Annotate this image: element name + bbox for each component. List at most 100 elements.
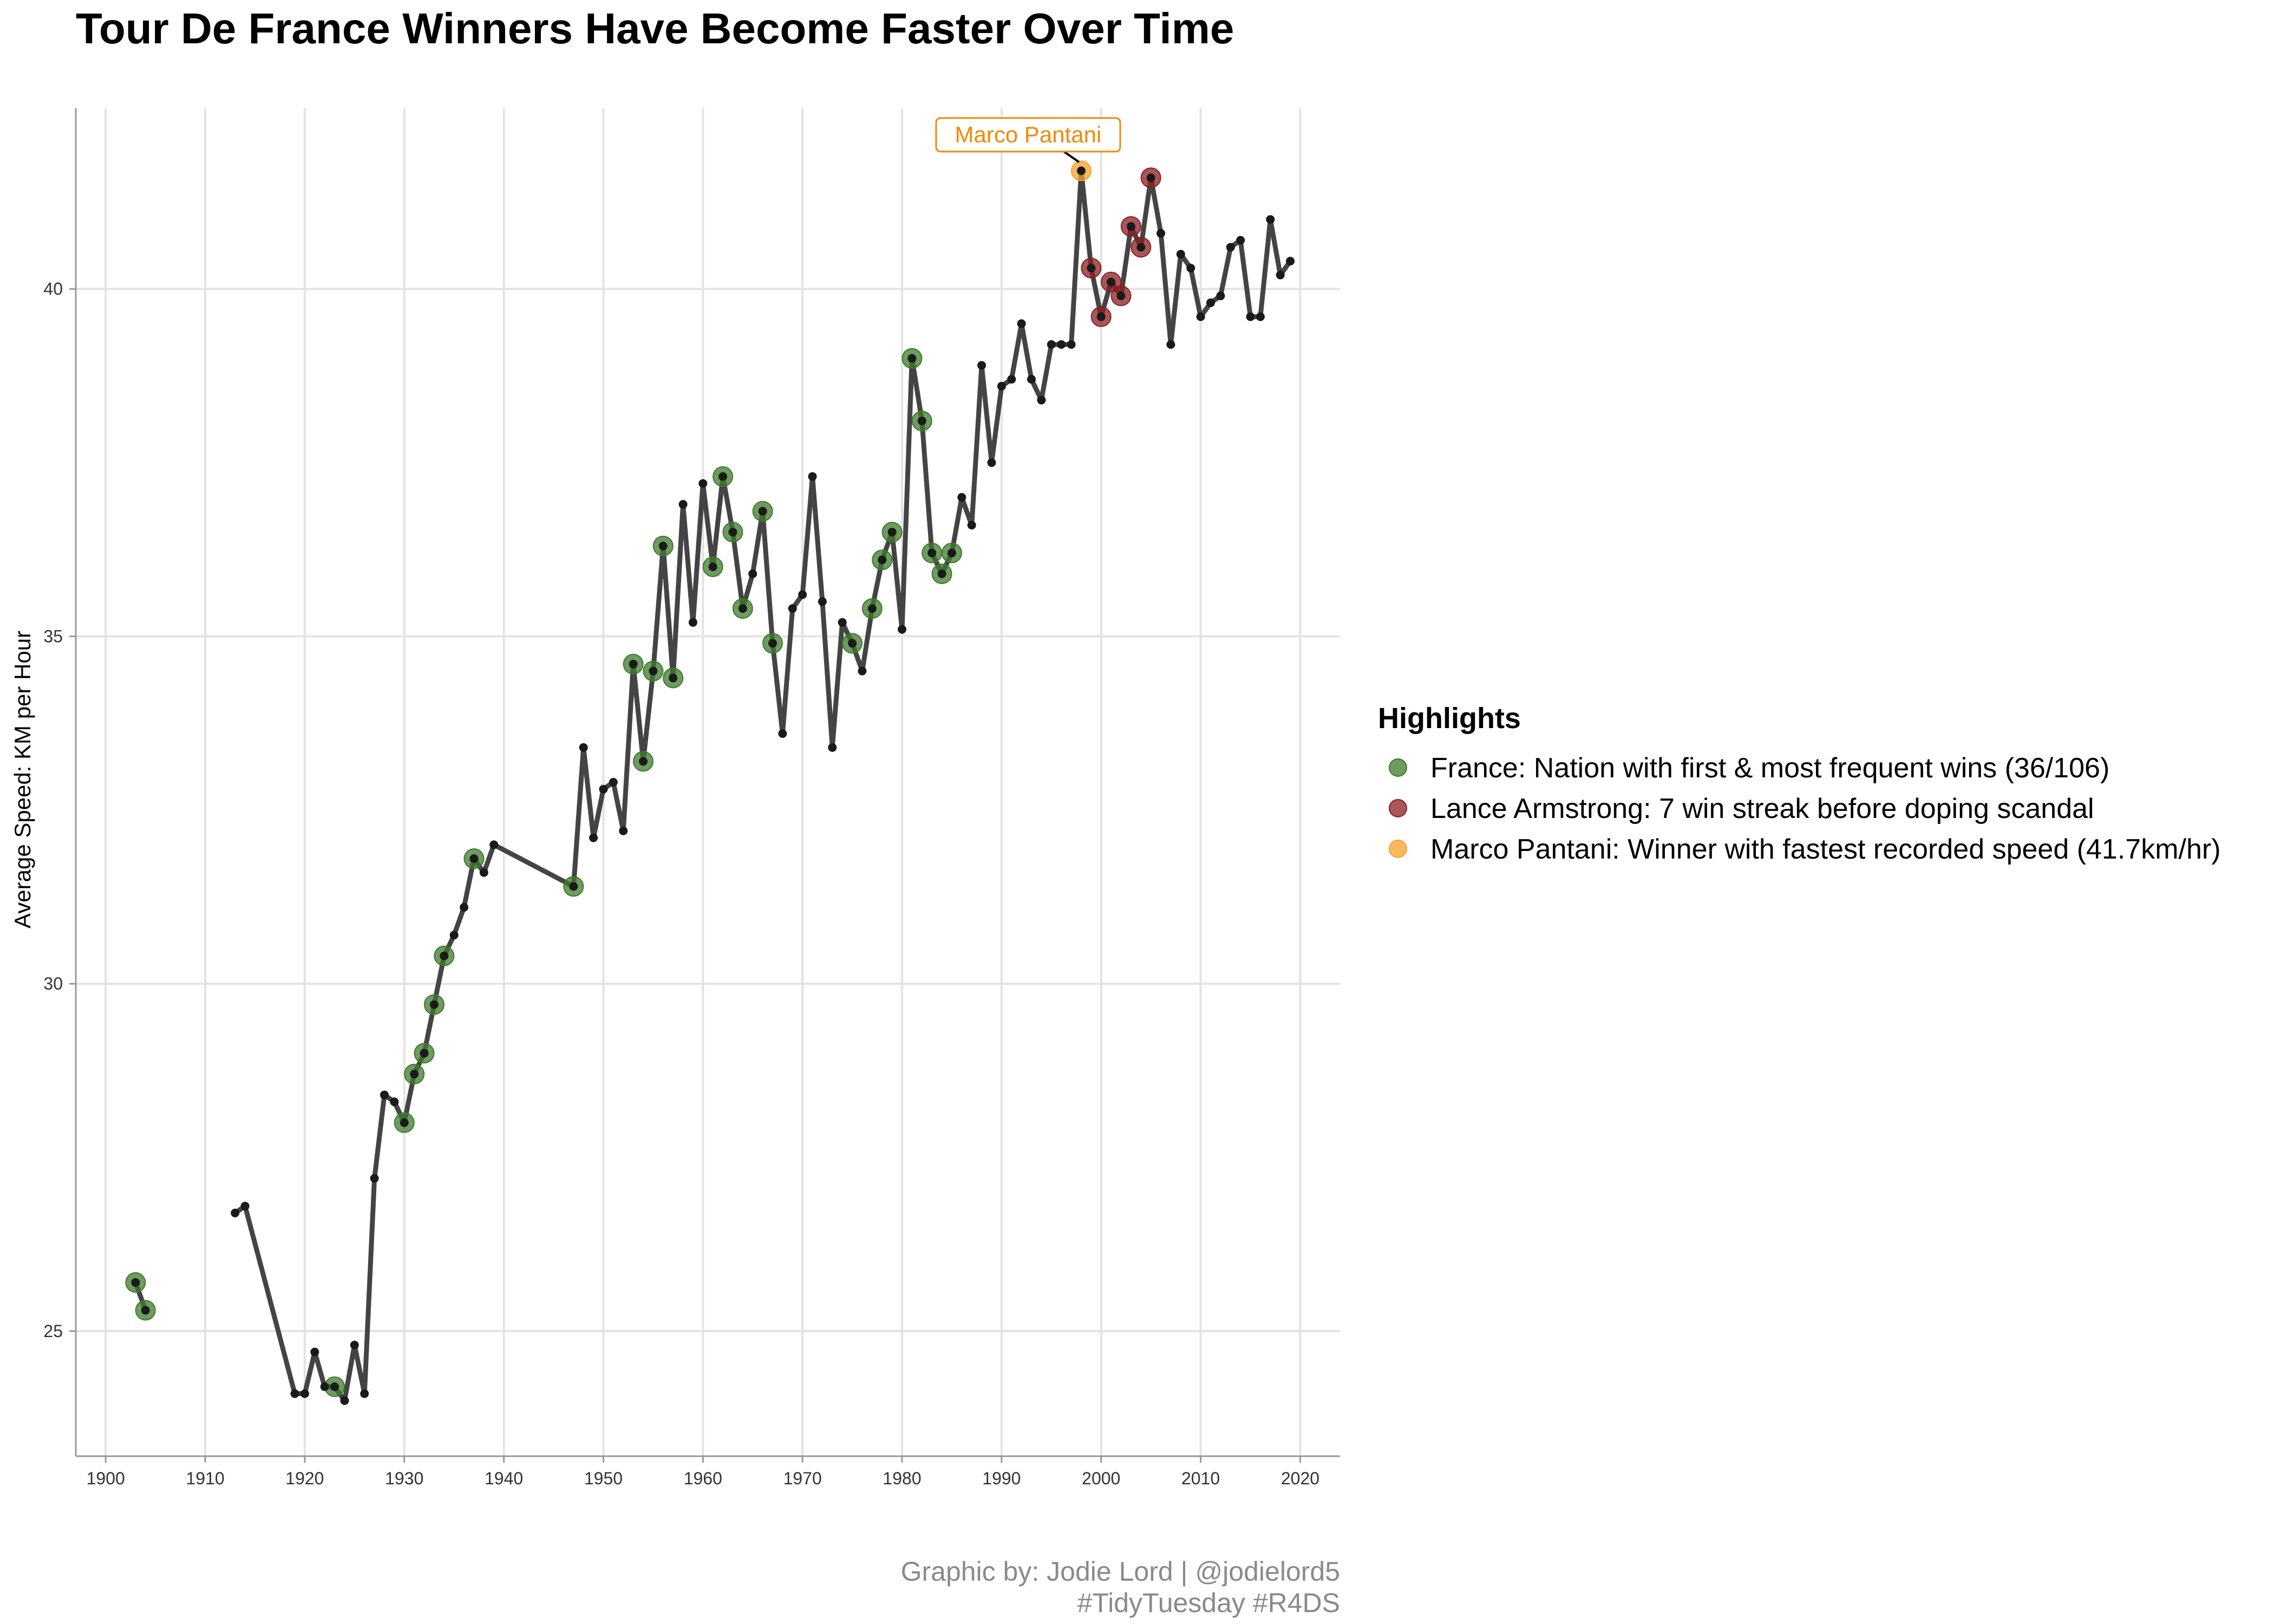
x-tick-label: 2000 (1082, 1469, 1120, 1488)
data-point (1076, 166, 1086, 175)
legend-label-1: Lance Armstrong: 7 win streak before dop… (1430, 793, 2094, 824)
caption-credit: Graphic by: Jodie Lord | @jodielord5 (901, 1556, 1340, 1587)
data-point (698, 479, 708, 488)
data-point (489, 840, 499, 849)
data-point (858, 666, 867, 676)
legend-key-1 (1389, 799, 1407, 817)
data-point (629, 659, 638, 669)
chart-title: Tour De France Winners Have Become Faste… (76, 4, 1234, 53)
data-point (231, 1208, 240, 1217)
x-tick-label: 2010 (1181, 1469, 1220, 1488)
data-point (370, 1174, 379, 1183)
data-point (917, 416, 926, 425)
data-point (141, 1306, 150, 1315)
data-point (131, 1278, 140, 1287)
x-tick-label: 1990 (982, 1469, 1021, 1488)
data-point (1196, 312, 1205, 322)
data-point (649, 666, 658, 676)
data-point (828, 743, 837, 752)
data-point (688, 618, 697, 627)
data-point (987, 458, 996, 467)
data-point (400, 1118, 409, 1127)
data-point (1246, 312, 1255, 322)
data-point (330, 1382, 339, 1391)
x-tick-label: 1930 (385, 1469, 423, 1488)
legend-label-0: France: Nation with first & most frequen… (1430, 752, 2109, 784)
data-point (320, 1382, 329, 1391)
legend-key-2 (1389, 840, 1407, 858)
data-point (768, 639, 777, 648)
data-point (619, 826, 628, 835)
data-point (957, 493, 966, 502)
x-tick-labels: 1900 1910 1920 1930 1940 1950 1960 1970 1980 1990… (87, 1469, 1319, 1488)
data-point (1047, 340, 1056, 349)
data-point (340, 1396, 349, 1405)
data-point (599, 784, 608, 794)
grid (76, 108, 1340, 1456)
data-point (479, 868, 488, 877)
y-tick-label: 25 (43, 1321, 63, 1341)
y-tick-label: 30 (43, 974, 63, 993)
data-point (589, 833, 598, 842)
data-point (788, 604, 797, 613)
y-tick-label: 35 (43, 626, 63, 646)
data-point (609, 778, 618, 787)
data-point (1107, 277, 1116, 286)
data-point (748, 569, 757, 578)
data-point (440, 951, 449, 960)
y-tick-labels: 25 30 35 40 (43, 279, 63, 1341)
x-tick-label: 1960 (684, 1469, 722, 1488)
x-tick-label: 1950 (584, 1469, 623, 1488)
annotation-label: Marco Pantani (955, 122, 1102, 147)
highlight-points (125, 160, 1161, 1397)
data-point (778, 729, 787, 738)
axes (69, 108, 1340, 1463)
data-point (1276, 271, 1285, 280)
legend-title: Highlights (1378, 702, 1521, 735)
data-point (1216, 291, 1225, 300)
data-point (390, 1097, 399, 1106)
data-point (798, 590, 807, 599)
data-point (818, 597, 827, 606)
x-tick-label: 1900 (87, 1469, 125, 1488)
data-point (410, 1070, 419, 1079)
data-point (838, 618, 847, 627)
data-point (1226, 243, 1235, 252)
data-point (1057, 340, 1066, 349)
data-point (1256, 312, 1265, 322)
x-tick-label: 2020 (1281, 1469, 1319, 1488)
data-point (977, 361, 986, 370)
legend-label-2: Marco Pantani: Winner with fastest recor… (1430, 834, 2221, 865)
data-point (469, 854, 479, 863)
data-point (718, 472, 728, 481)
data-point (360, 1389, 369, 1398)
data-point (967, 521, 976, 530)
data-point (907, 354, 917, 363)
data-point (1206, 298, 1215, 307)
x-tick-label: 1940 (485, 1469, 523, 1488)
data-point (1017, 319, 1026, 328)
series-line (133, 168, 1293, 1403)
data-point (579, 743, 588, 752)
data-point (808, 472, 817, 481)
data-point (300, 1389, 309, 1398)
data-point (420, 1049, 429, 1058)
data-point (997, 382, 1006, 391)
data-point (1286, 257, 1295, 266)
data-point (1027, 375, 1036, 384)
data-point (638, 757, 648, 766)
data-point (460, 903, 469, 912)
data-point (887, 527, 897, 536)
data-point (947, 548, 956, 558)
data-point (927, 548, 937, 558)
data-point (1007, 375, 1016, 384)
x-tick-label: 1920 (285, 1469, 324, 1488)
data-points (131, 166, 1295, 1405)
data-point (1146, 173, 1155, 182)
data-point (1126, 222, 1135, 231)
x-tick-label: 1910 (186, 1469, 224, 1488)
caption-hashtags: #TidyTuesday #R4DS (1077, 1588, 1340, 1618)
data-point (569, 882, 578, 891)
data-point (708, 562, 717, 572)
